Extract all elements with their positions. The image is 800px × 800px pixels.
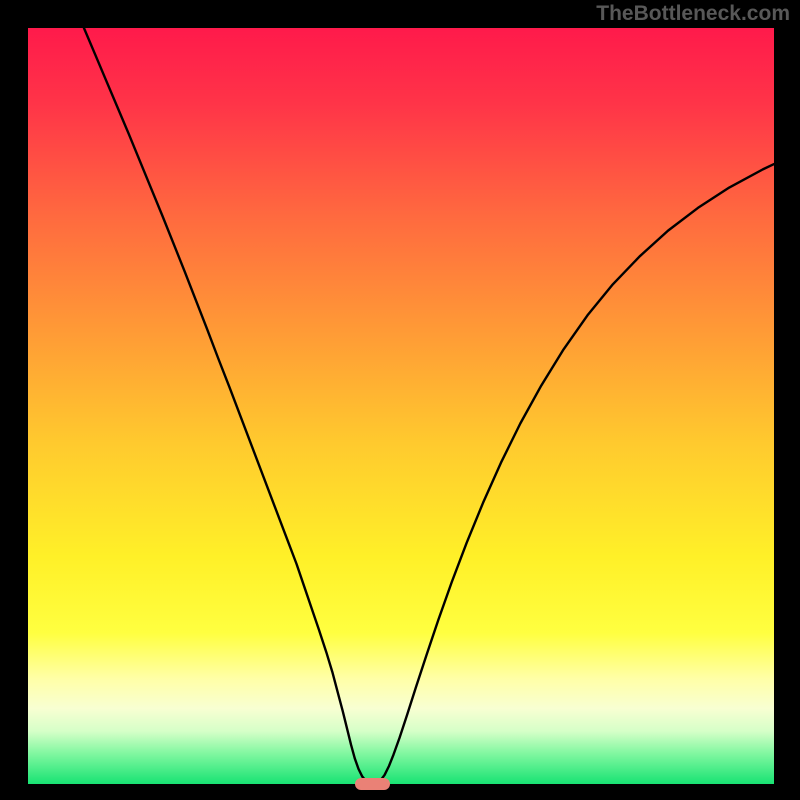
chart-plot-area xyxy=(28,28,774,784)
optimum-marker xyxy=(355,778,390,791)
chart-svg xyxy=(28,28,774,784)
watermark-text: TheBottleneck.com xyxy=(596,2,790,26)
gradient-background xyxy=(28,28,774,784)
